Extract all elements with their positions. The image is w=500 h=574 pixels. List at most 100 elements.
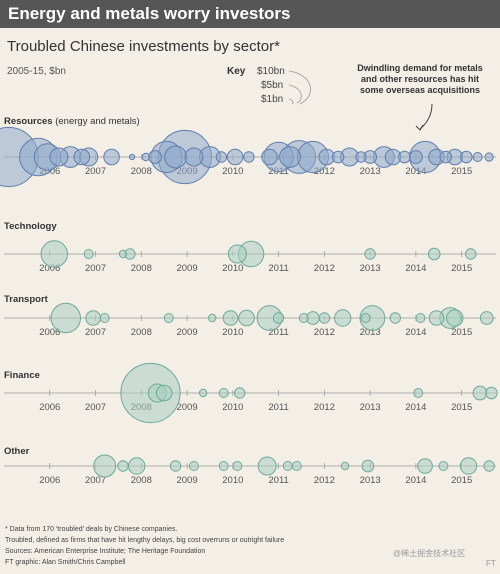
tick-label: 2007 (85, 263, 106, 274)
deal-bubble (460, 150, 473, 164)
deal-bubble (318, 312, 331, 324)
deal-bubble (340, 461, 350, 471)
tick-label: 2009 (176, 402, 197, 413)
deal-bubble (438, 461, 449, 471)
tick-label: 2011 (268, 263, 288, 274)
deal-bubble (409, 150, 423, 164)
deal-bubble (360, 313, 371, 323)
tick-label: 2013 (360, 327, 381, 338)
deal-bubble (389, 312, 401, 324)
tick-label: 2008 (131, 475, 152, 486)
watermark: @稀土掘金技术社区 (393, 548, 465, 558)
tick-label: 2010 (222, 475, 243, 486)
deal-bubble (208, 313, 217, 323)
deal-bubble (272, 312, 285, 324)
sector-panel-finance: Finance200620072008200920102011201220132… (4, 362, 498, 424)
tick-label: 2015 (451, 475, 472, 486)
deal-bubble (73, 148, 91, 166)
deal-bubble (99, 313, 110, 323)
tick-label: 2009 (176, 475, 197, 486)
deal-bubble (117, 460, 129, 472)
deal-bubble (50, 302, 82, 334)
tick-label: 2008 (131, 263, 152, 274)
tick-label: 2015 (451, 402, 472, 413)
deal-bubble (215, 151, 228, 163)
footnote-1: * Data from 170 'troubled' deals by Chin… (5, 526, 177, 533)
deal-bubble (361, 459, 375, 473)
deal-bubble (234, 387, 246, 399)
deal-bubble (141, 152, 151, 162)
tick-label: 2007 (85, 402, 106, 413)
annotation-arrowhead (415, 124, 424, 131)
deal-bubble (472, 152, 483, 162)
deal-bubble (428, 310, 445, 326)
sector-name: Technology (4, 221, 57, 232)
deal-bubble (364, 248, 376, 260)
deal-bubble (427, 247, 441, 261)
tick-label: 2007 (85, 327, 106, 338)
tick-label: 2012 (314, 166, 335, 177)
deal-bubble (446, 309, 464, 327)
deal-bubble (218, 388, 229, 398)
tick-label: 2012 (314, 475, 335, 486)
deal-bubble (232, 461, 243, 471)
key-arc-medium (288, 84, 302, 104)
key-arc-small (288, 98, 294, 105)
tick-label: 2014 (405, 166, 426, 177)
deal-bubble (359, 305, 386, 331)
deal-bubble (222, 310, 239, 326)
deal-bubble (398, 150, 411, 164)
key-title: Key (227, 66, 246, 77)
sector-label: Other (4, 446, 30, 457)
tick-label: 2012 (314, 402, 335, 413)
deal-bubble (243, 151, 255, 163)
deal-bubble (415, 313, 426, 323)
tick-label: 2007 (85, 166, 106, 177)
tick-label: 2006 (39, 263, 60, 274)
deal-bubble (226, 148, 244, 166)
annotation: Dwindling demand for metals and other re… (357, 63, 483, 131)
deal-bubble (298, 313, 309, 323)
tick-label: 2013 (360, 166, 381, 177)
tick-label: 2009 (176, 263, 197, 274)
deal-bubble (334, 309, 352, 327)
deal-bubble (188, 461, 199, 471)
deal-bubble (164, 145, 188, 169)
tick-label: 2006 (39, 475, 60, 486)
chart-title: Troubled Chinese investments by sector* (7, 38, 280, 55)
deal-bubble (331, 150, 345, 164)
tick-label: 2014 (405, 402, 426, 413)
deal-bubble (163, 313, 174, 323)
deal-bubble (479, 311, 494, 325)
ft-logo: FT (486, 559, 496, 568)
deal-bubble (49, 147, 69, 167)
sector-panels: Resources (energy and metals) 2006 2007 200… (0, 116, 498, 486)
tick-label: 2013 (360, 475, 381, 486)
deal-bubble (459, 457, 478, 475)
tick-label: 2015 (451, 327, 472, 338)
deal-bubble (148, 150, 162, 164)
tick-label: 2008 (131, 166, 152, 177)
tick-label: 2014 (405, 327, 426, 338)
deal-bubble (103, 148, 120, 166)
size-key: Key $10bn $5bn $1bn (227, 66, 311, 105)
tick-label: 2011 (268, 402, 288, 413)
tick-label: 2010 (222, 263, 243, 274)
tick-label: 2012 (314, 263, 335, 274)
sector-label: Technology (4, 221, 57, 232)
deal-bubble (128, 457, 146, 475)
tick-label: 2011 (268, 475, 288, 486)
footnotes: * Data from 170 'troubled' deals by Chin… (5, 526, 496, 568)
deal-bubble (93, 454, 117, 478)
deal-bubble (155, 384, 173, 402)
deal-bubble (238, 309, 255, 327)
deal-bubble (483, 460, 495, 472)
tick-label: 2013 (360, 402, 381, 413)
sector-name: Transport (4, 294, 49, 305)
deal-bubble (261, 148, 278, 166)
deal-bubble (279, 146, 301, 168)
tick-label: 2006 (39, 402, 60, 413)
deal-bubble (413, 388, 424, 398)
tick-label: 2008 (131, 327, 152, 338)
